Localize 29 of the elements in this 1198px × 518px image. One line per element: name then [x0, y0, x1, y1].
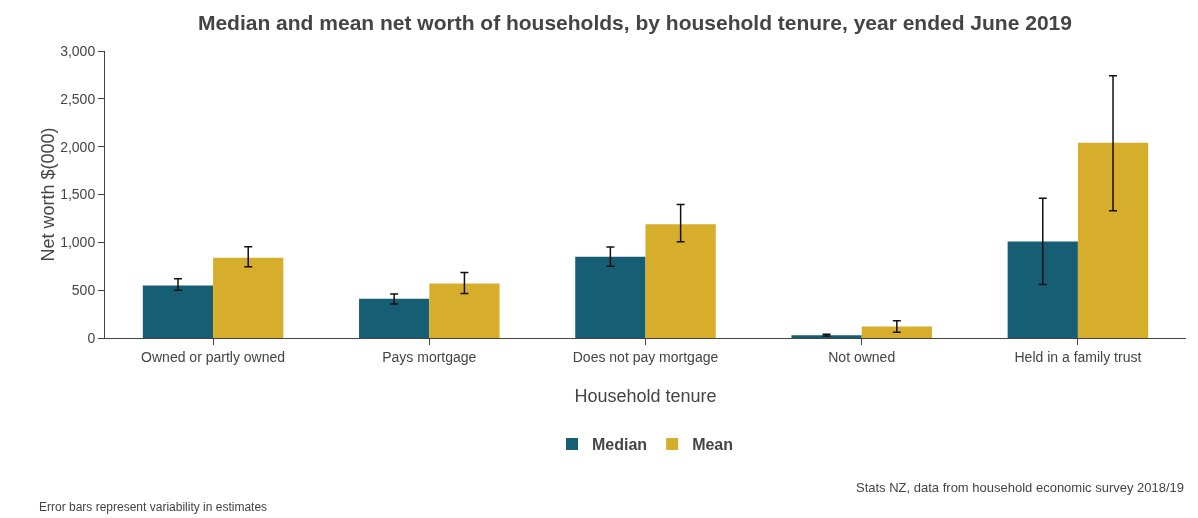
- chart-title: Median and mean net worth of households, by household tenure, year ended June 2019: [197, 11, 1072, 35]
- text: Error bars represent variability in estimates: [39, 500, 268, 514]
- bar: [645, 224, 716, 338]
- y-axis-title: Net worth $(000): [38, 127, 59, 262]
- legend-label: Mean: [692, 436, 734, 454]
- x-tick-label: Owned or partly owned: [141, 348, 286, 365]
- bar: [213, 257, 284, 338]
- bar: [1007, 241, 1078, 338]
- bar: [142, 285, 214, 338]
- y-tick-label: 3,000: [60, 42, 96, 59]
- bar: [1077, 142, 1149, 338]
- bar: [359, 298, 430, 338]
- x-axis-title: Household tenure: [574, 386, 717, 406]
- y-tick-label: 2,500: [60, 90, 96, 107]
- x-tick-label: Does not pay mortgage: [572, 348, 719, 365]
- legend-label: Median: [592, 436, 648, 454]
- bar: [575, 256, 646, 338]
- y-tick-label: 500: [71, 282, 96, 299]
- bar: [791, 335, 862, 338]
- x-tick-label: Held in a family trust: [1014, 348, 1142, 365]
- y-tick-label: 2,000: [60, 138, 96, 155]
- y-tick-label: 1,500: [60, 186, 96, 203]
- y-tick-label: 1,000: [60, 234, 96, 251]
- x-tick-label: Not owned: [828, 348, 896, 365]
- bar: [861, 326, 932, 338]
- y-tick-label: 0: [87, 329, 96, 346]
- text: Stats NZ, data from household economic survey 2018/19: [856, 480, 1185, 495]
- x-tick-label: Pays mortgage: [382, 348, 477, 365]
- bar: [429, 283, 500, 338]
